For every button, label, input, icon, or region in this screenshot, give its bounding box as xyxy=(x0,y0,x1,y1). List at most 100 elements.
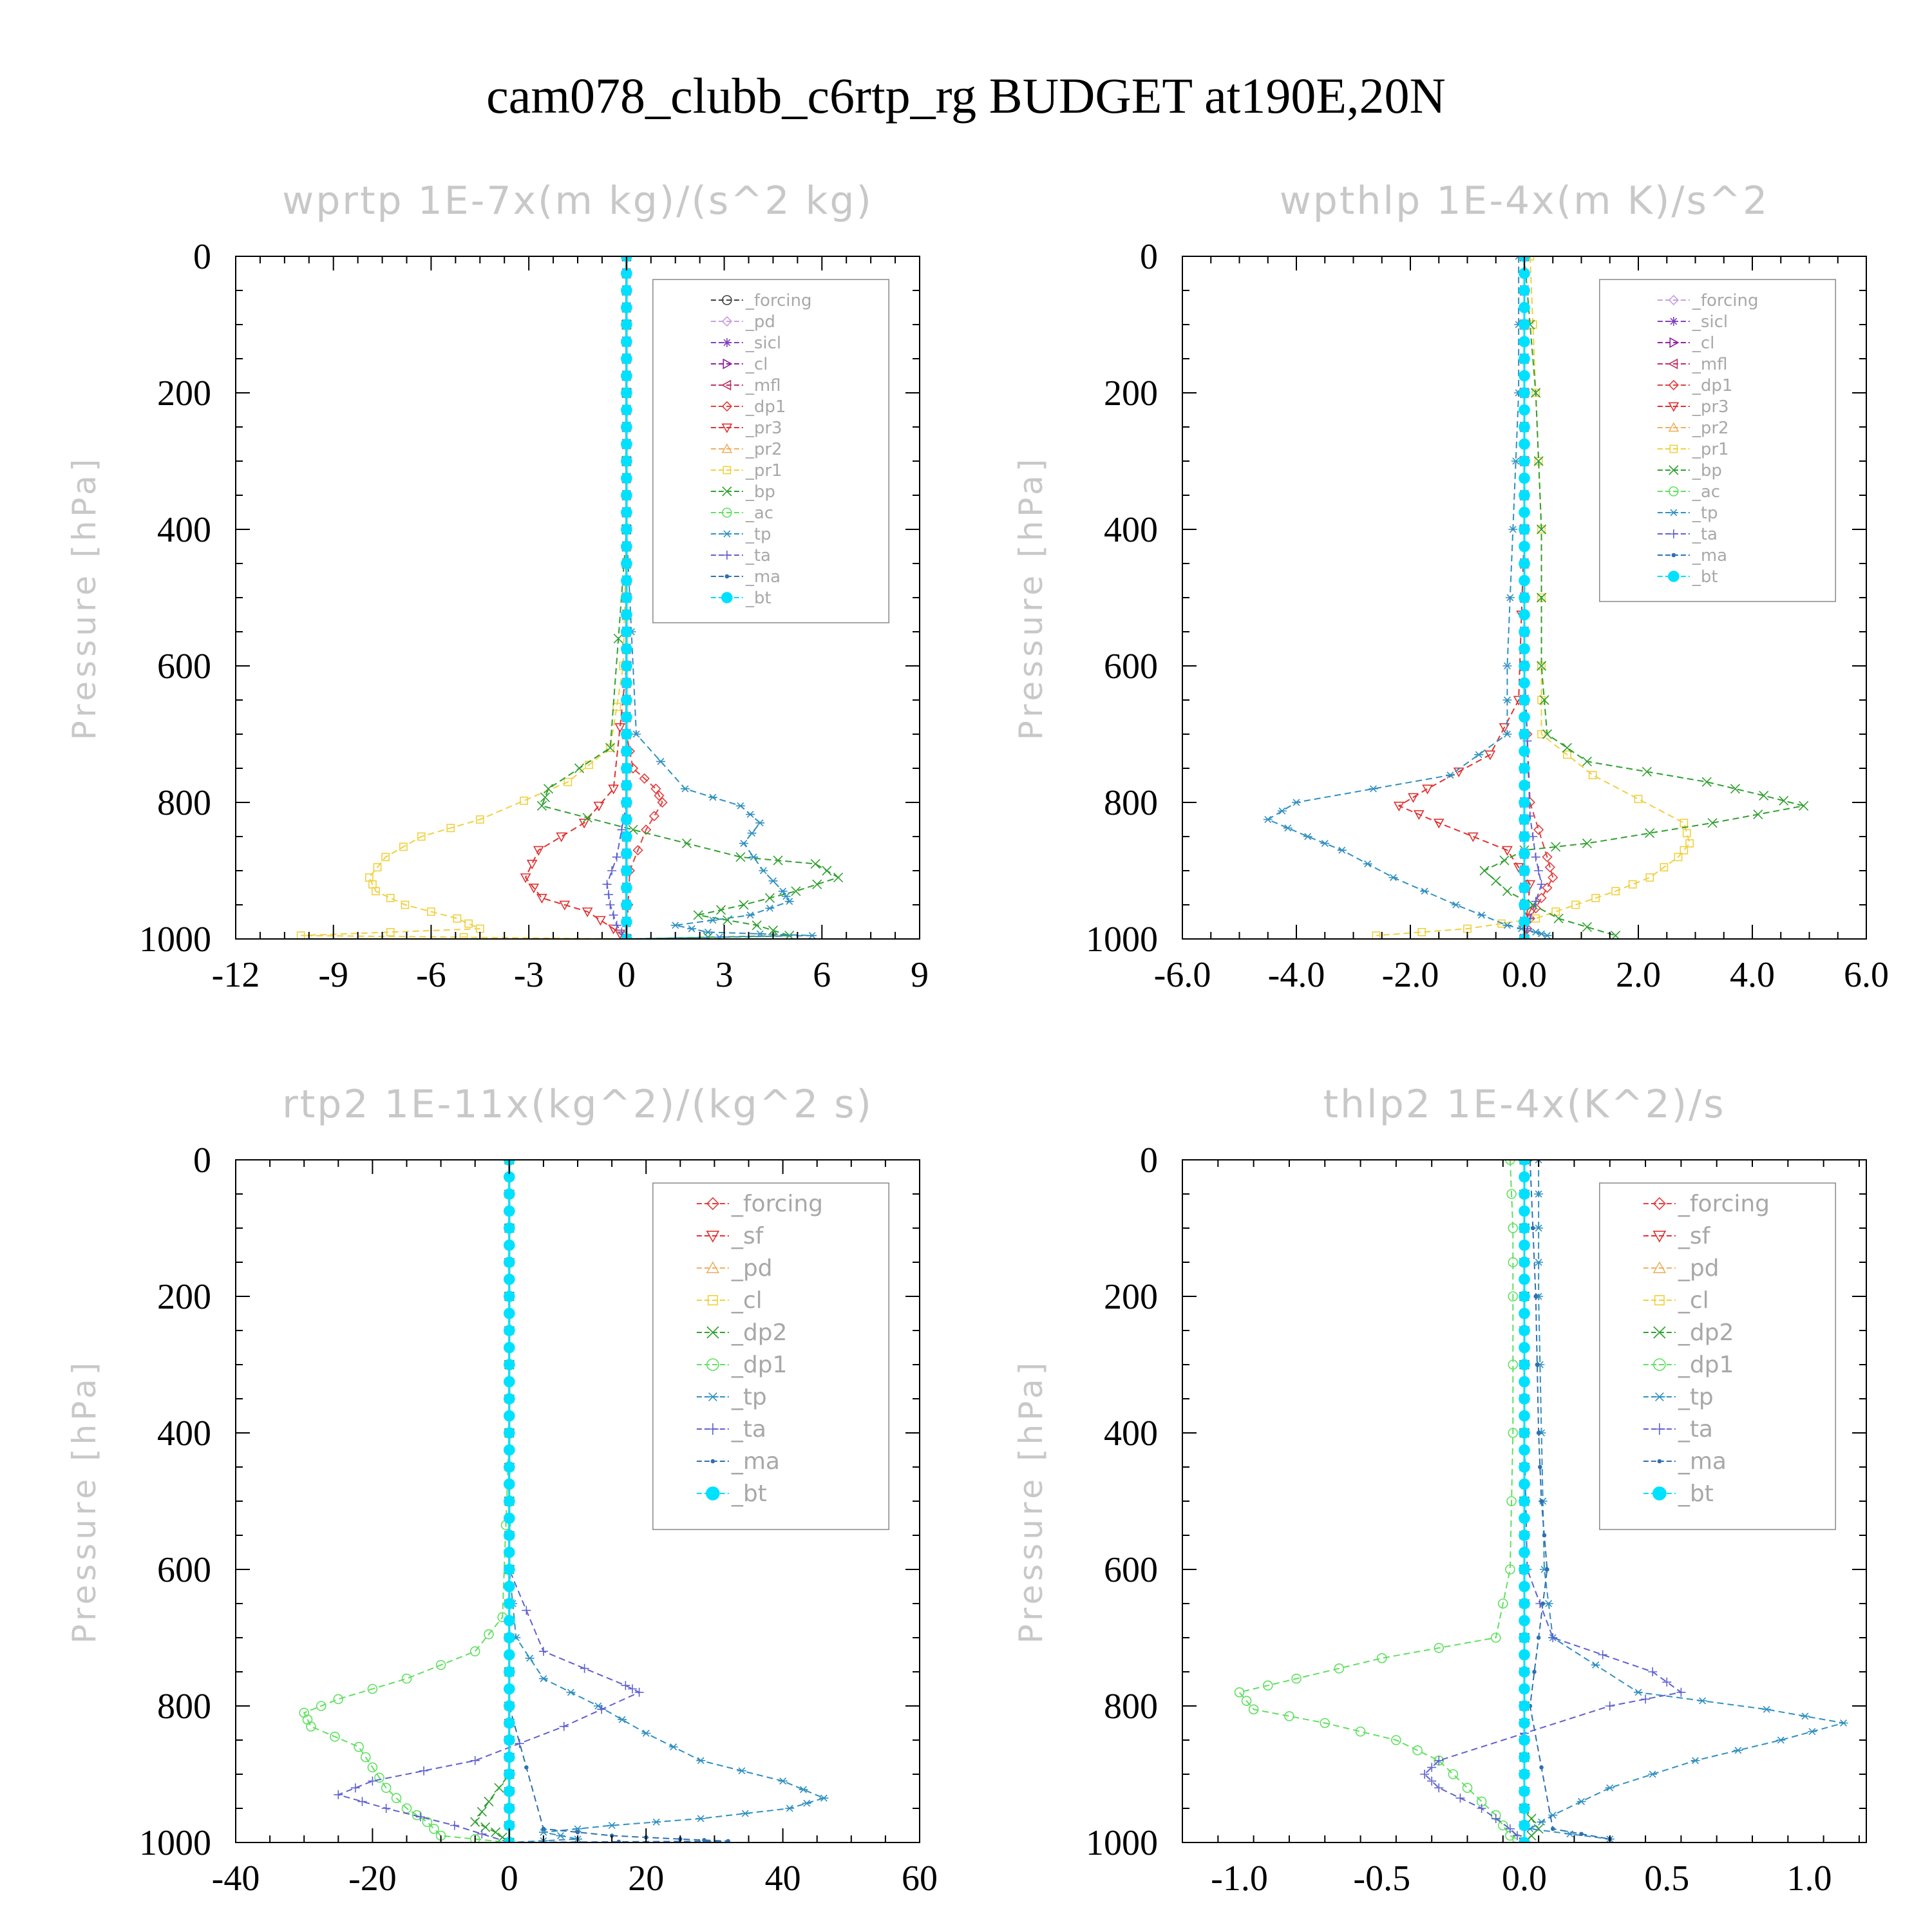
data-point xyxy=(1498,1820,1508,1831)
data-point xyxy=(419,1766,429,1776)
data-point xyxy=(1839,1719,1848,1727)
data-point xyxy=(621,574,632,587)
data-point xyxy=(1508,526,1518,533)
data-point xyxy=(650,783,661,794)
x-tick-label: -20 xyxy=(348,1859,397,1899)
data-point xyxy=(520,873,531,884)
data-point xyxy=(1605,1701,1615,1710)
legend-swatch-marker xyxy=(722,486,732,497)
data-point xyxy=(735,852,746,862)
data-point xyxy=(621,353,632,365)
legend-swatch-marker xyxy=(722,530,732,538)
legend-label: _ma xyxy=(745,567,781,587)
data-point xyxy=(752,920,762,931)
data-point xyxy=(368,1776,377,1786)
data-point xyxy=(621,609,632,621)
data-point xyxy=(1685,839,1694,848)
data-point xyxy=(503,1546,515,1558)
data-point xyxy=(1548,1633,1558,1642)
legend-swatch-marker xyxy=(706,1358,719,1371)
y-tick-label: 400 xyxy=(1104,1414,1158,1454)
data-point xyxy=(1519,1444,1530,1456)
data-point xyxy=(1519,677,1530,689)
data-point xyxy=(556,1832,565,1839)
data-point xyxy=(1292,799,1301,806)
legend-swatch-marker xyxy=(723,358,733,370)
data-point xyxy=(470,1756,480,1765)
data-point xyxy=(503,1717,515,1729)
data-point xyxy=(1519,797,1530,808)
data-point xyxy=(580,1663,589,1673)
data-point xyxy=(668,1743,678,1751)
data-point xyxy=(1519,1188,1530,1200)
data-point xyxy=(1634,795,1643,804)
legend-label: _ta xyxy=(731,1416,766,1443)
legend-swatch-marker xyxy=(1669,444,1678,453)
data-point xyxy=(446,824,455,833)
data-point xyxy=(657,797,668,808)
data-point xyxy=(1248,1704,1259,1715)
data-point xyxy=(1526,256,1535,261)
data-point xyxy=(1479,866,1490,876)
legend-entry: _forcing xyxy=(710,291,812,310)
data-point xyxy=(574,763,585,773)
data-point xyxy=(477,1829,487,1839)
data-point xyxy=(621,711,632,723)
data-point xyxy=(621,643,632,655)
data-point xyxy=(503,1307,515,1320)
y-tick-label: 0 xyxy=(1140,237,1158,277)
data-point xyxy=(1519,489,1530,501)
legend-swatch-marker xyxy=(1653,1392,1665,1401)
data-point xyxy=(1519,1222,1530,1234)
series-line xyxy=(303,1160,510,1842)
data-point xyxy=(1455,1794,1465,1803)
legend-label: _pr1 xyxy=(1692,440,1729,459)
data-point xyxy=(1519,353,1530,365)
x-tick-label: -40 xyxy=(212,1859,260,1899)
data-point xyxy=(1591,894,1600,902)
x-tick-label: -1.0 xyxy=(1211,1859,1268,1899)
legend-label: _mfl xyxy=(1692,355,1728,374)
legend-label: _ac xyxy=(1692,482,1720,502)
data-point xyxy=(503,1598,515,1609)
legend-label: _dp1 xyxy=(1678,1352,1734,1378)
data-point xyxy=(1562,750,1571,759)
data-point xyxy=(1519,1615,1530,1627)
data-point xyxy=(1363,860,1372,867)
data-point xyxy=(1434,1756,1444,1765)
data-point xyxy=(639,773,650,784)
data-point xyxy=(334,1790,343,1799)
data-point xyxy=(1534,1224,1544,1232)
legend-label: _bt xyxy=(1678,1481,1714,1507)
data-point xyxy=(503,1734,515,1746)
data-point xyxy=(503,1341,515,1354)
legend-box xyxy=(1599,1182,1836,1530)
data-point xyxy=(778,1777,788,1785)
data-point xyxy=(1355,1726,1366,1737)
data-point xyxy=(702,1837,706,1842)
data-point xyxy=(621,387,632,399)
legend-entry: _bt xyxy=(696,1481,767,1507)
data-point xyxy=(802,1799,811,1807)
legend-entry: _ta xyxy=(1643,1416,1713,1443)
data-point xyxy=(354,1741,364,1752)
data-point xyxy=(808,932,817,939)
legend-entry: _cl xyxy=(696,1287,762,1314)
data-point xyxy=(708,916,717,924)
data-point xyxy=(819,1794,829,1802)
data-point xyxy=(1542,882,1553,893)
data-point xyxy=(503,1666,515,1678)
data-point xyxy=(759,867,768,875)
legend-label: _bp xyxy=(745,482,775,502)
data-point xyxy=(1544,1600,1553,1607)
legend-label: _bt xyxy=(1692,567,1718,587)
data-point xyxy=(1698,1697,1707,1705)
data-point xyxy=(708,793,717,801)
data-point xyxy=(515,1739,524,1748)
legend-entry: _pr3 xyxy=(1657,397,1729,417)
data-point xyxy=(617,927,627,937)
data-point xyxy=(1519,813,1530,826)
data-point xyxy=(1733,1747,1743,1754)
legend: _forcing _pd _sicl _cl _mfl _dp1 _pr3 _pr2 _pr1 _… xyxy=(652,279,889,623)
data-point xyxy=(1701,777,1712,787)
